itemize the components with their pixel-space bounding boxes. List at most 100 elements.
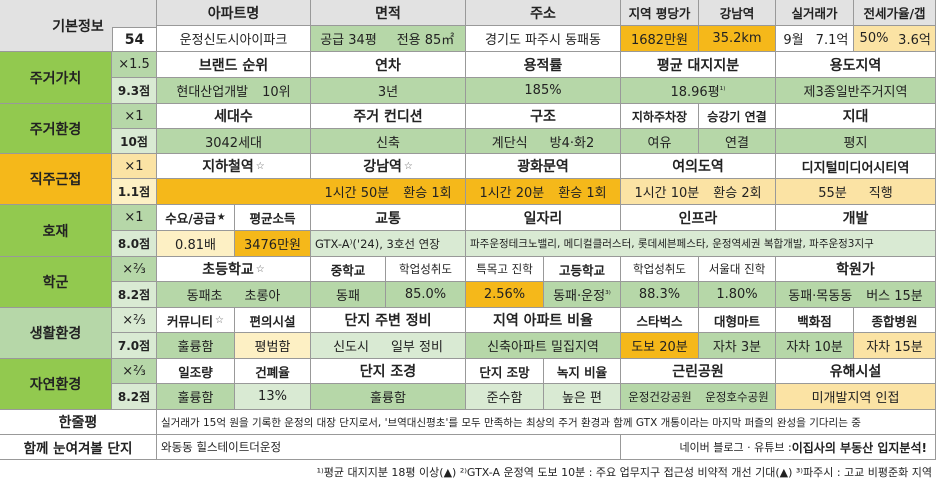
- supply-value: 0.81배: [157, 231, 235, 257]
- gangnam-star-icon: ☆: [403, 160, 413, 172]
- yeouido-transfer: 환승 2회: [713, 186, 762, 201]
- subway-value: [157, 179, 311, 205]
- gap-amount: 3.6억: [894, 26, 936, 52]
- header-high: 고등학교: [544, 257, 621, 282]
- apt-ratio-value: 신축아파트 밀집지역: [466, 333, 621, 359]
- commute-weight: ×1: [112, 154, 157, 179]
- residence-weight: ×1.5: [112, 52, 157, 78]
- area-use: 전용 85㎡: [386, 26, 466, 52]
- header-brand: 브랜드 순위: [157, 52, 311, 78]
- land-share: 18.96평: [670, 85, 720, 100]
- header-dept: 백화점: [776, 308, 854, 333]
- terrain-value: 평지: [776, 129, 936, 154]
- middle-value: 동패: [311, 282, 386, 308]
- school-score: 8.2점: [112, 282, 157, 308]
- header-apt-ratio: 지역 아파트 비율: [466, 308, 621, 333]
- trade-month: 9월: [776, 26, 811, 52]
- credit-cell: 네이버 블로그 · 유튜브 : 이집사의 부동산 입지분석!: [621, 435, 936, 460]
- living-weight: ×⅔: [112, 308, 157, 333]
- traffic-value: GTX-A⁾('24), 3호선 연장: [311, 231, 466, 257]
- header-terrain: 지대: [776, 104, 936, 129]
- gangnam-commute: 1시간 50분 환승 1회: [311, 179, 466, 205]
- yeouido-commute: 1시간 10분 환승 2회: [621, 179, 776, 205]
- living-score: 7.0점: [112, 333, 157, 359]
- surround-value: 신도시 일부 정비: [311, 333, 466, 359]
- supply-star-icon: ★: [216, 212, 226, 223]
- header-green-ratio: 녹지 비율: [544, 359, 621, 384]
- section-label-school: 학군: [0, 257, 112, 308]
- section-label-development: 호재: [0, 205, 112, 257]
- environment-score: 10점: [112, 129, 157, 154]
- gangnam-distance: 35.2km: [699, 26, 776, 52]
- credit-text: 네이버 블로그 · 유튜브 :: [679, 441, 792, 454]
- middle-rate-value: 85.0%: [386, 282, 466, 308]
- gwanghwamun-commute: 1시간 20분 환승 1회: [466, 179, 621, 205]
- related-text: 와동동 힐스테이트더운정: [157, 435, 621, 460]
- header-condition: 주거 컨디션: [311, 104, 466, 129]
- park-a-value: 운정건강공원: [621, 384, 699, 410]
- snu-value: 1.80%: [699, 282, 776, 308]
- header-park: 근린공원: [621, 359, 776, 384]
- header-elementary-label: 초등학교: [202, 262, 254, 278]
- header-income: 평균소득: [235, 205, 311, 231]
- header-jobs: 일자리: [466, 205, 621, 231]
- gangnam-transfer: 환승 1회: [403, 186, 452, 201]
- footnote: ¹⁾평균 대지지분 18평 이상(▲) ²⁾GTX-A 운정역 도보 10분 :…: [316, 466, 932, 479]
- development-score: 8.0점: [112, 231, 157, 257]
- facility-value: 평범함: [235, 333, 311, 359]
- header-jeonse-gap: 전세가율/갭: [854, 0, 936, 26]
- credit-bold: 이집사의 부동산 입지분석!: [791, 440, 927, 455]
- jeonse-rate: 50%: [854, 26, 894, 52]
- zone-value: 제3종일반주거지역: [776, 78, 936, 104]
- high-rate-value: 88.3%: [621, 282, 699, 308]
- header-area: 면적: [311, 0, 466, 26]
- land-value: 18.96평 ¹⁾: [621, 78, 776, 104]
- gangnam-time: 1시간 50분: [324, 186, 390, 201]
- header-dmc: 디지털미디어시티역: [776, 154, 936, 179]
- header-community-label: 커뮤니티: [167, 313, 214, 329]
- brand-name: 현대산업개발: [176, 85, 249, 100]
- community-value: 훌륭함: [157, 333, 235, 359]
- elementary-name: 동패초: [186, 289, 223, 304]
- address: 경기도 파주시 동패동: [466, 26, 621, 52]
- nature-score: 8.2점: [112, 384, 157, 410]
- condition-value: 신축: [311, 129, 466, 154]
- header-dev: 개발: [776, 205, 936, 231]
- high-value: 동패·운정 ³⁾: [544, 282, 621, 308]
- structure-value: 계단식 방4·화2: [466, 129, 621, 154]
- header-yeouido: 여의도역: [621, 154, 776, 179]
- environment-weight: ×1: [112, 104, 157, 129]
- header-gwanghwamun: 광화문역: [466, 154, 621, 179]
- high-name: 동패·운정: [553, 289, 606, 304]
- header-high-rate: 학업성취도: [621, 257, 699, 282]
- header-starbucks: 스타벅스: [621, 308, 699, 333]
- section-label-commute: 직주근접: [0, 154, 112, 205]
- header-zone: 용도지역: [776, 52, 936, 78]
- header-surround: 단지 주변 정비: [311, 308, 466, 333]
- header-special: 특목고 진학: [466, 257, 544, 282]
- section-label-residence: 주거가치: [0, 52, 112, 104]
- landscape-value: 훌륭함: [311, 384, 466, 410]
- brand-value: 현대산업개발 10위: [157, 78, 311, 104]
- lookout-value: 준수함: [466, 384, 544, 410]
- structure-type: 계단식: [491, 135, 528, 151]
- far-value: 185%: [466, 78, 621, 104]
- income-value: 3476만원: [235, 231, 311, 257]
- header-elevator: 승강기 연결: [699, 104, 776, 129]
- infra-value: 파주운정테크노밸리, 메디컬클러스터, 롯데세븐페스타, 운정역세권 복합개발,…: [466, 231, 936, 257]
- header-snu: 서울대 진학: [699, 257, 776, 282]
- header-subway-label: 지하철역: [202, 159, 254, 175]
- green-ratio-value: 높은 편: [544, 384, 621, 410]
- header-landscape: 단지 조경: [311, 359, 466, 384]
- section-label-living: 생활환경: [0, 308, 112, 359]
- header-hospital: 종합병원: [854, 308, 936, 333]
- coverage-value: 13%: [235, 384, 311, 410]
- header-elementary: 초등학교 ☆: [157, 257, 311, 282]
- header-gangnam-distance: 강남역: [699, 0, 776, 26]
- dmc-commute: 55분 직행: [776, 179, 936, 205]
- academy-value: 동패·목동동 버스 15분: [776, 282, 936, 308]
- gwanghwamun-transfer: 환승 1회: [558, 186, 607, 201]
- section-label-summary: 한줄평: [0, 410, 157, 435]
- header-community: 커뮤니티 ☆: [157, 308, 235, 333]
- academy-name: 동패·목동동: [788, 289, 853, 304]
